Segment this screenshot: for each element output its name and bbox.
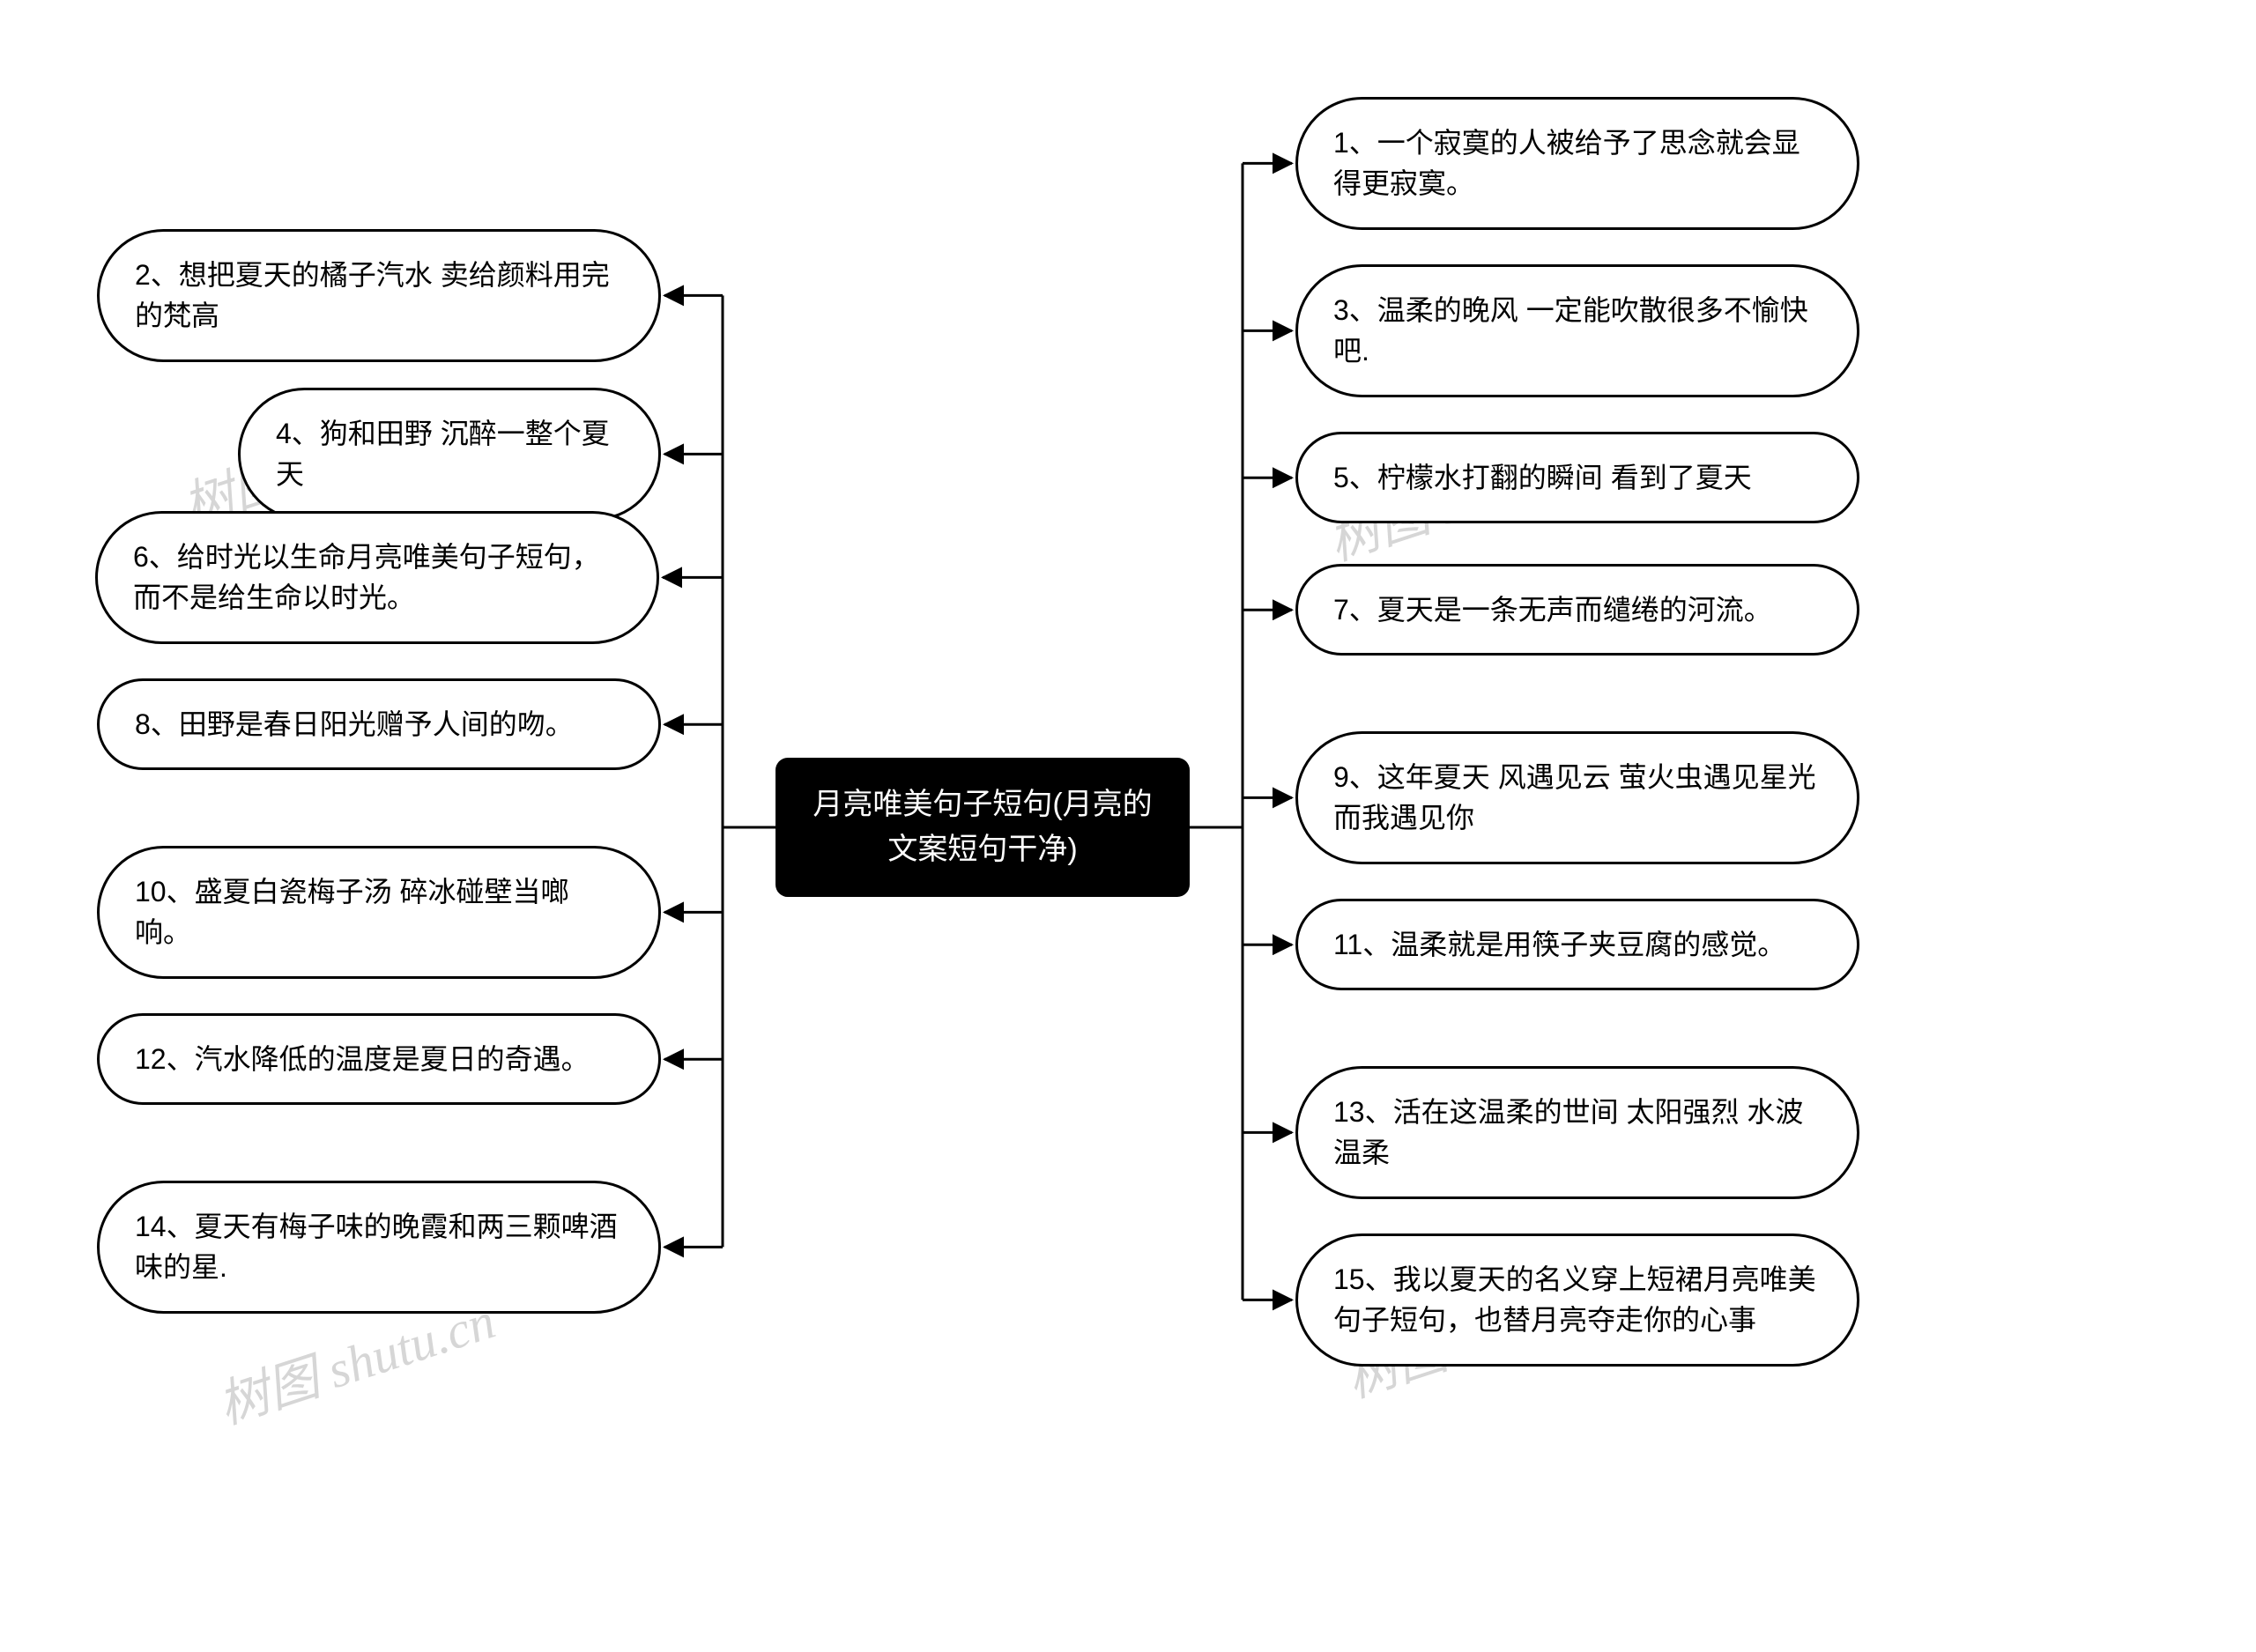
right-leaf-1: 3、温柔的晚风 一定能吹散很多不愉快吧. — [1295, 264, 1859, 397]
right-leaf-0: 1、一个寂寞的人被给予了思念就会显得更寂寞。 — [1295, 97, 1859, 230]
left-leaf-5: 12、汽水降低的温度是夏日的奇遇。 — [97, 1013, 661, 1105]
right-leaf-7: 15、我以夏天的名义穿上短裙月亮唯美句子短句，也替月亮夺走你的心事 — [1295, 1233, 1859, 1367]
right-leaf-2: 5、柠檬水打翻的瞬间 看到了夏天 — [1295, 432, 1859, 523]
left-leaf-1-text: 4、狗和田野 沉醉一整个夏天 — [276, 418, 610, 490]
right-leaf-4-text: 9、这年夏天 风遇见云 萤火虫遇见星光 而我遇见你 — [1333, 761, 1816, 833]
left-leaf-2-text: 6、给时光以生命月亮唯美句子短句，而不是给生命以时光。 — [133, 541, 600, 613]
right-leaf-3: 7、夏天是一条无声而缱绻的河流。 — [1295, 564, 1859, 656]
right-leaf-0-text: 1、一个寂寞的人被给予了思念就会显得更寂寞。 — [1333, 127, 1800, 199]
left-leaf-5-text: 12、汽水降低的温度是夏日的奇遇。 — [135, 1043, 590, 1075]
right-leaf-1-text: 3、温柔的晚风 一定能吹散很多不愉快吧. — [1333, 294, 1808, 367]
right-leaf-6: 13、活在这温柔的世间 太阳强烈 水波温柔 — [1295, 1066, 1859, 1199]
right-leaf-4: 9、这年夏天 风遇见云 萤火虫遇见星光 而我遇见你 — [1295, 731, 1859, 864]
left-leaf-4: 10、盛夏白瓷梅子汤 碎冰碰壁当啷响。 — [97, 846, 661, 979]
right-leaf-3-text: 7、夏天是一条无声而缱绻的河流。 — [1333, 594, 1772, 626]
left-leaf-6-text: 14、夏天有梅子味的晚霞和两三颗啤酒味的星. — [135, 1211, 618, 1283]
right-leaf-7-text: 15、我以夏天的名义穿上短裙月亮唯美句子短句，也替月亮夺走你的心事 — [1333, 1263, 1816, 1336]
mindmap-canvas: 树图 shutu.cn树图 shutu.cn树图 shutu.cn树图 shut… — [0, 0, 2256, 1652]
right-leaf-2-text: 5、柠檬水打翻的瞬间 看到了夏天 — [1333, 462, 1752, 493]
right-leaf-5-text: 11、温柔就是用筷子夹豆腐的感觉。 — [1333, 929, 1785, 960]
right-leaf-6-text: 13、活在这温柔的世间 太阳强烈 水波温柔 — [1333, 1096, 1803, 1168]
center-node-text: 月亮唯美句子短句(月亮的文案短句干净) — [813, 788, 1152, 866]
left-leaf-1: 4、狗和田野 沉醉一整个夏天 — [238, 388, 661, 521]
left-leaf-3: 8、田野是春日阳光赠予人间的吻。 — [97, 678, 661, 770]
right-leaf-5: 11、温柔就是用筷子夹豆腐的感觉。 — [1295, 899, 1859, 990]
left-leaf-6: 14、夏天有梅子味的晚霞和两三颗啤酒味的星. — [97, 1181, 661, 1314]
left-leaf-0-text: 2、想把夏天的橘子汽水 卖给颜料用完的梵高 — [135, 259, 610, 331]
left-leaf-4-text: 10、盛夏白瓷梅子汤 碎冰碰壁当啷响。 — [135, 876, 569, 948]
left-leaf-3-text: 8、田野是春日阳光赠予人间的吻。 — [135, 708, 574, 740]
center-node: 月亮唯美句子短句(月亮的文案短句干净) — [776, 758, 1190, 897]
left-leaf-2: 6、给时光以生命月亮唯美句子短句，而不是给生命以时光。 — [95, 511, 659, 644]
left-leaf-0: 2、想把夏天的橘子汽水 卖给颜料用完的梵高 — [97, 229, 661, 362]
